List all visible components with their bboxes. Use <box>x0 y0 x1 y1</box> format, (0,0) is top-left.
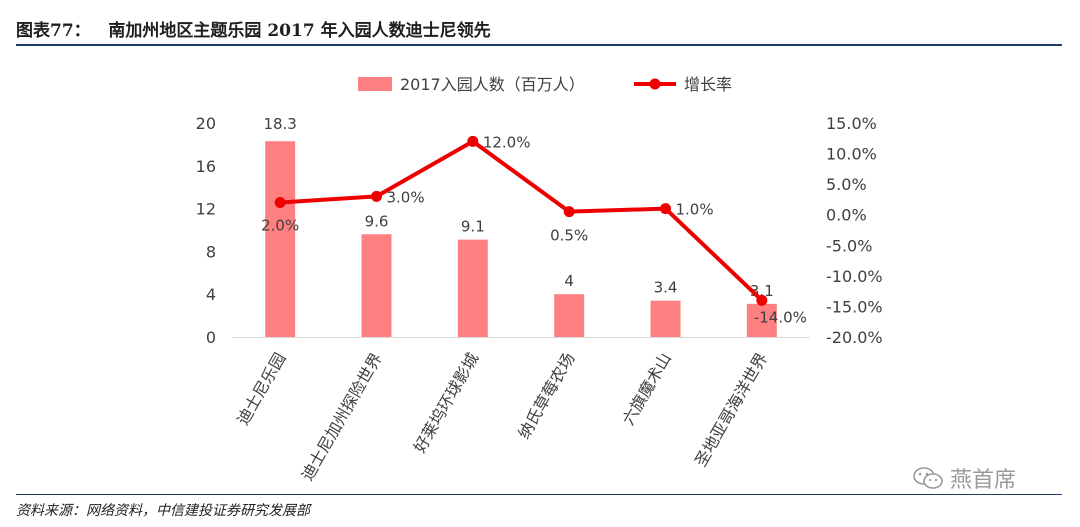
bar-value-label: 18.3 <box>263 115 296 133</box>
bar-value-label: 9.6 <box>365 212 389 230</box>
title-bar: 图表77： 南加州地区主题乐园 2017 年入园人数迪士尼领先 <box>16 14 1062 46</box>
source-bar: 资料来源：网络资料，中信建投证券研究发展部 <box>16 494 1062 525</box>
bar <box>457 239 488 337</box>
growth-point <box>274 196 286 208</box>
growth-value-label: 0.5% <box>550 227 588 245</box>
y-right-tick-label: -15.0% <box>826 297 883 316</box>
y-right-tick-label: -5.0% <box>826 236 872 255</box>
y-right-tick-label: 10.0% <box>826 145 877 164</box>
bar-value-label: 4 <box>564 272 574 290</box>
growth-value-label: -14.0% <box>754 308 807 326</box>
bar <box>650 300 681 337</box>
bar-value-label: 9.1 <box>461 218 485 236</box>
x-category-label: 纳氏草莓农场 <box>514 350 578 443</box>
y-right-tick-label: -10.0% <box>826 267 883 286</box>
y-right-tick-label: 5.0% <box>826 175 867 194</box>
source-note: 资料来源：网络资料，中信建投证券研究发展部 <box>16 503 310 519</box>
y-left-tick-label: 12 <box>196 200 216 219</box>
legend-line-marker <box>649 78 661 90</box>
x-category-label: 六旗魔术山 <box>619 350 675 429</box>
watermark-text: 燕首席 <box>950 468 1017 493</box>
growth-point <box>467 135 479 147</box>
y-left-tick-label: 20 <box>196 114 216 133</box>
bar <box>554 294 585 337</box>
wechat-icon <box>913 467 943 489</box>
y-right-tick-label: 15.0% <box>826 114 877 133</box>
y-left-tick-label: 0 <box>206 328 216 347</box>
growth-value-label: 1.0% <box>676 201 714 219</box>
y-right-tick-label: 0.0% <box>826 206 867 225</box>
y-right-tick-label: -20.0% <box>826 328 883 347</box>
y-left-tick-label: 16 <box>196 157 216 176</box>
watermark: 燕首席 <box>912 462 1016 494</box>
growth-line <box>280 139 764 302</box>
growth-point <box>660 203 671 215</box>
growth-value-label: 2.0% <box>261 216 299 234</box>
growth-point <box>371 190 382 202</box>
legend-bar-label: 2017入园人数（百万人） <box>400 75 585 94</box>
bar-value-label: 3.4 <box>654 279 678 297</box>
bar <box>361 234 392 337</box>
growth-point <box>756 294 768 306</box>
y-left-tick-label: 8 <box>206 242 216 261</box>
bar <box>265 141 296 337</box>
growth-value-label: 12.0% <box>483 133 531 151</box>
x-category-label: 圣地亚哥海洋世界 <box>691 350 771 470</box>
y-left-tick-label: 4 <box>206 285 216 304</box>
bar <box>746 303 777 337</box>
legend-line-label: 增长率 <box>684 75 732 94</box>
x-category-label: 迪士尼乐园 <box>233 350 289 429</box>
growth-value-label: 3.0% <box>387 188 425 206</box>
x-category-label: 好莱坞环球影城 <box>410 350 482 457</box>
legend-bar-swatch <box>358 77 392 91</box>
growth-point <box>563 206 575 218</box>
x-category-label: 迪士尼加州探险世界 <box>298 350 386 484</box>
page-title: 图表77： 南加州地区主题乐园 2017 年入园人数迪士尼领先 <box>16 21 491 41</box>
